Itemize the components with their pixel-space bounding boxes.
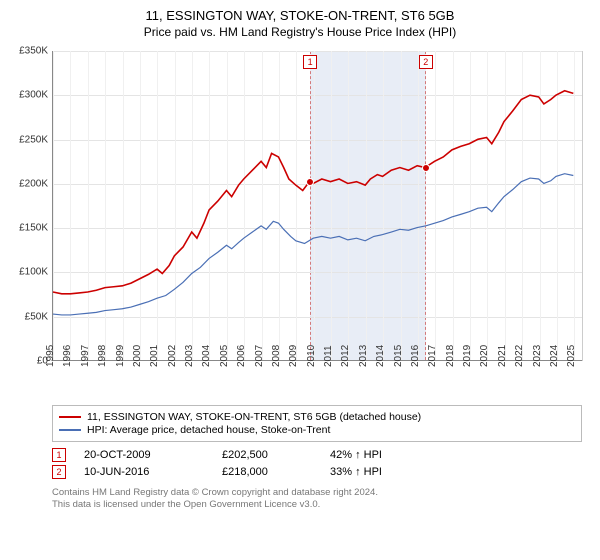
y-axis-label: £50K: [25, 311, 48, 322]
chart-title: 11, ESSINGTON WAY, STOKE-ON-TRENT, ST6 5…: [10, 8, 590, 23]
y-axis-label: £150K: [19, 223, 48, 234]
x-axis-label: 2002: [167, 345, 178, 367]
sale-pct-hpi: 33% ↑ HPI: [330, 466, 430, 478]
y-axis-label: £250K: [19, 134, 48, 145]
series-line: [53, 174, 573, 315]
legend-item: HPI: Average price, detached house, Stok…: [59, 424, 575, 436]
sale-pct-hpi: 42% ↑ HPI: [330, 449, 430, 461]
x-axis-label: 2024: [549, 345, 560, 367]
x-axis-label: 2005: [219, 345, 230, 367]
chart-area: 12 £0£50K£100K£150K£200K£250K£300K£350K1…: [10, 45, 590, 405]
sale-row-marker: 1: [52, 448, 66, 462]
footer-attribution: Contains HM Land Registry data © Crown c…: [52, 487, 582, 512]
x-axis-label: 1998: [97, 345, 108, 367]
x-axis-label: 2018: [445, 345, 456, 367]
x-axis-label: 2023: [532, 345, 543, 367]
series-line: [53, 91, 573, 294]
legend: 11, ESSINGTON WAY, STOKE-ON-TRENT, ST6 5…: [52, 405, 582, 442]
x-axis-label: 2016: [410, 345, 421, 367]
legend-swatch: [59, 416, 81, 418]
x-axis-label: 2020: [479, 345, 490, 367]
footer-line-2: This data is licensed under the Open Gov…: [52, 499, 582, 511]
legend-swatch: [59, 429, 81, 431]
x-axis-label: 1997: [80, 345, 91, 367]
x-axis-label: 2009: [288, 345, 299, 367]
sale-date: 10-JUN-2016: [84, 466, 204, 478]
sale-marker-1: 1: [303, 55, 317, 69]
sale-row: 2 10-JUN-2016 £218,000 33% ↑ HPI: [52, 465, 582, 479]
x-axis-label: 2015: [393, 345, 404, 367]
x-axis-label: 2004: [201, 345, 212, 367]
x-axis-label: 2022: [514, 345, 525, 367]
x-axis-label: 2008: [271, 345, 282, 367]
x-axis-label: 2007: [254, 345, 265, 367]
sale-row-marker: 2: [52, 465, 66, 479]
y-axis-label: £100K: [19, 267, 48, 278]
sale-row: 1 20-OCT-2009 £202,500 42% ↑ HPI: [52, 448, 582, 462]
legend-item: 11, ESSINGTON WAY, STOKE-ON-TRENT, ST6 5…: [59, 411, 575, 423]
x-axis-label: 2019: [462, 345, 473, 367]
x-axis-label: 1999: [115, 345, 126, 367]
x-axis-label: 2010: [306, 345, 317, 367]
sales-table: 1 20-OCT-2009 £202,500 42% ↑ HPI 2 10-JUN-201…: [52, 448, 582, 479]
x-axis-label: 2017: [427, 345, 438, 367]
sale-point-dot: [422, 164, 430, 172]
x-axis-label: 2012: [340, 345, 351, 367]
sale-price: £218,000: [222, 466, 312, 478]
line-series-svg: [53, 51, 582, 360]
sale-marker-2: 2: [419, 55, 433, 69]
legend-label: HPI: Average price, detached house, Stok…: [87, 424, 330, 436]
x-axis-label: 2000: [132, 345, 143, 367]
footer-line-1: Contains HM Land Registry data © Crown c…: [52, 487, 582, 499]
y-axis-label: £200K: [19, 178, 48, 189]
x-axis-label: 1995: [45, 345, 56, 367]
x-axis-label: 2001: [149, 345, 160, 367]
x-axis-label: 2011: [323, 345, 334, 367]
x-axis-label: 2003: [184, 345, 195, 367]
x-axis-label: 2006: [236, 345, 247, 367]
x-axis-label: 2025: [566, 345, 577, 367]
sale-point-dot: [306, 178, 314, 186]
plot-region: 12: [52, 51, 582, 361]
sale-date: 20-OCT-2009: [84, 449, 204, 461]
sale-price: £202,500: [222, 449, 312, 461]
x-axis-label: 2014: [375, 345, 386, 367]
chart-subtitle: Price paid vs. HM Land Registry's House …: [10, 25, 590, 39]
y-axis-label: £300K: [19, 90, 48, 101]
legend-label: 11, ESSINGTON WAY, STOKE-ON-TRENT, ST6 5…: [87, 411, 421, 423]
y-axis-label: £350K: [19, 46, 48, 57]
x-axis-label: 2021: [497, 345, 508, 367]
x-axis-label: 2013: [358, 345, 369, 367]
x-axis-label: 1996: [62, 345, 73, 367]
